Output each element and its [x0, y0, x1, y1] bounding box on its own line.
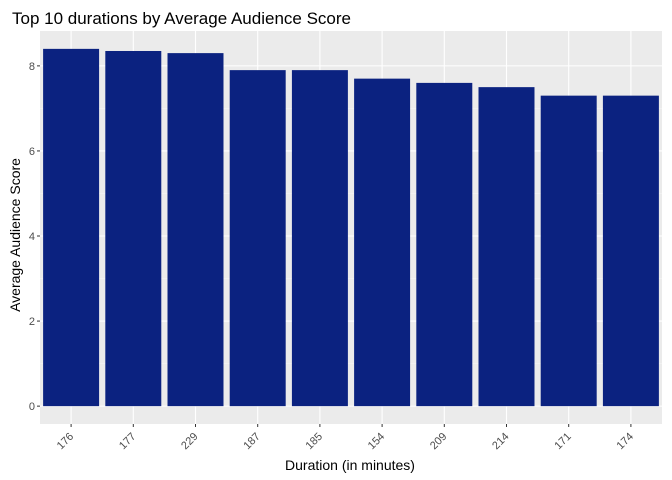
x-tick-label: 174 [615, 431, 636, 452]
y-tick-label: 2 [29, 316, 35, 328]
bar-187 [229, 70, 286, 407]
y-tick-label: 0 [29, 401, 35, 413]
y-tick-label: 6 [29, 146, 35, 158]
x-axis: 176 177 229 187 185 154 209 214 171 174 [55, 424, 636, 452]
x-tick-label: 187 [241, 431, 262, 452]
bar-209 [416, 82, 473, 407]
x-tick-label: 229 [179, 431, 200, 452]
y-tick-label: 4 [29, 231, 35, 243]
x-axis-title: Duration (in minutes) [285, 457, 415, 473]
x-tick-label: 171 [552, 431, 573, 452]
bar-185 [291, 70, 348, 407]
bar-177 [105, 50, 162, 407]
x-tick-label: 154 [366, 431, 387, 452]
x-tick-label: 209 [428, 431, 449, 452]
bar-171 [540, 95, 597, 407]
x-tick-label: 214 [490, 431, 511, 452]
y-axis: 0 2 4 6 8 [29, 61, 40, 413]
y-axis-title: Average Audience Score [7, 158, 23, 312]
bar-154 [354, 78, 411, 407]
bar-174 [602, 95, 659, 407]
x-tick-label: 176 [55, 431, 76, 452]
bar-229 [167, 53, 224, 407]
x-tick-label: 185 [304, 431, 325, 452]
bars [43, 48, 659, 407]
bar-214 [478, 87, 535, 407]
bar-176 [43, 48, 100, 407]
chart-title: Top 10 durations by Average Audience Sco… [12, 9, 351, 28]
y-tick-label: 8 [29, 61, 35, 73]
x-tick-label: 177 [117, 431, 138, 452]
